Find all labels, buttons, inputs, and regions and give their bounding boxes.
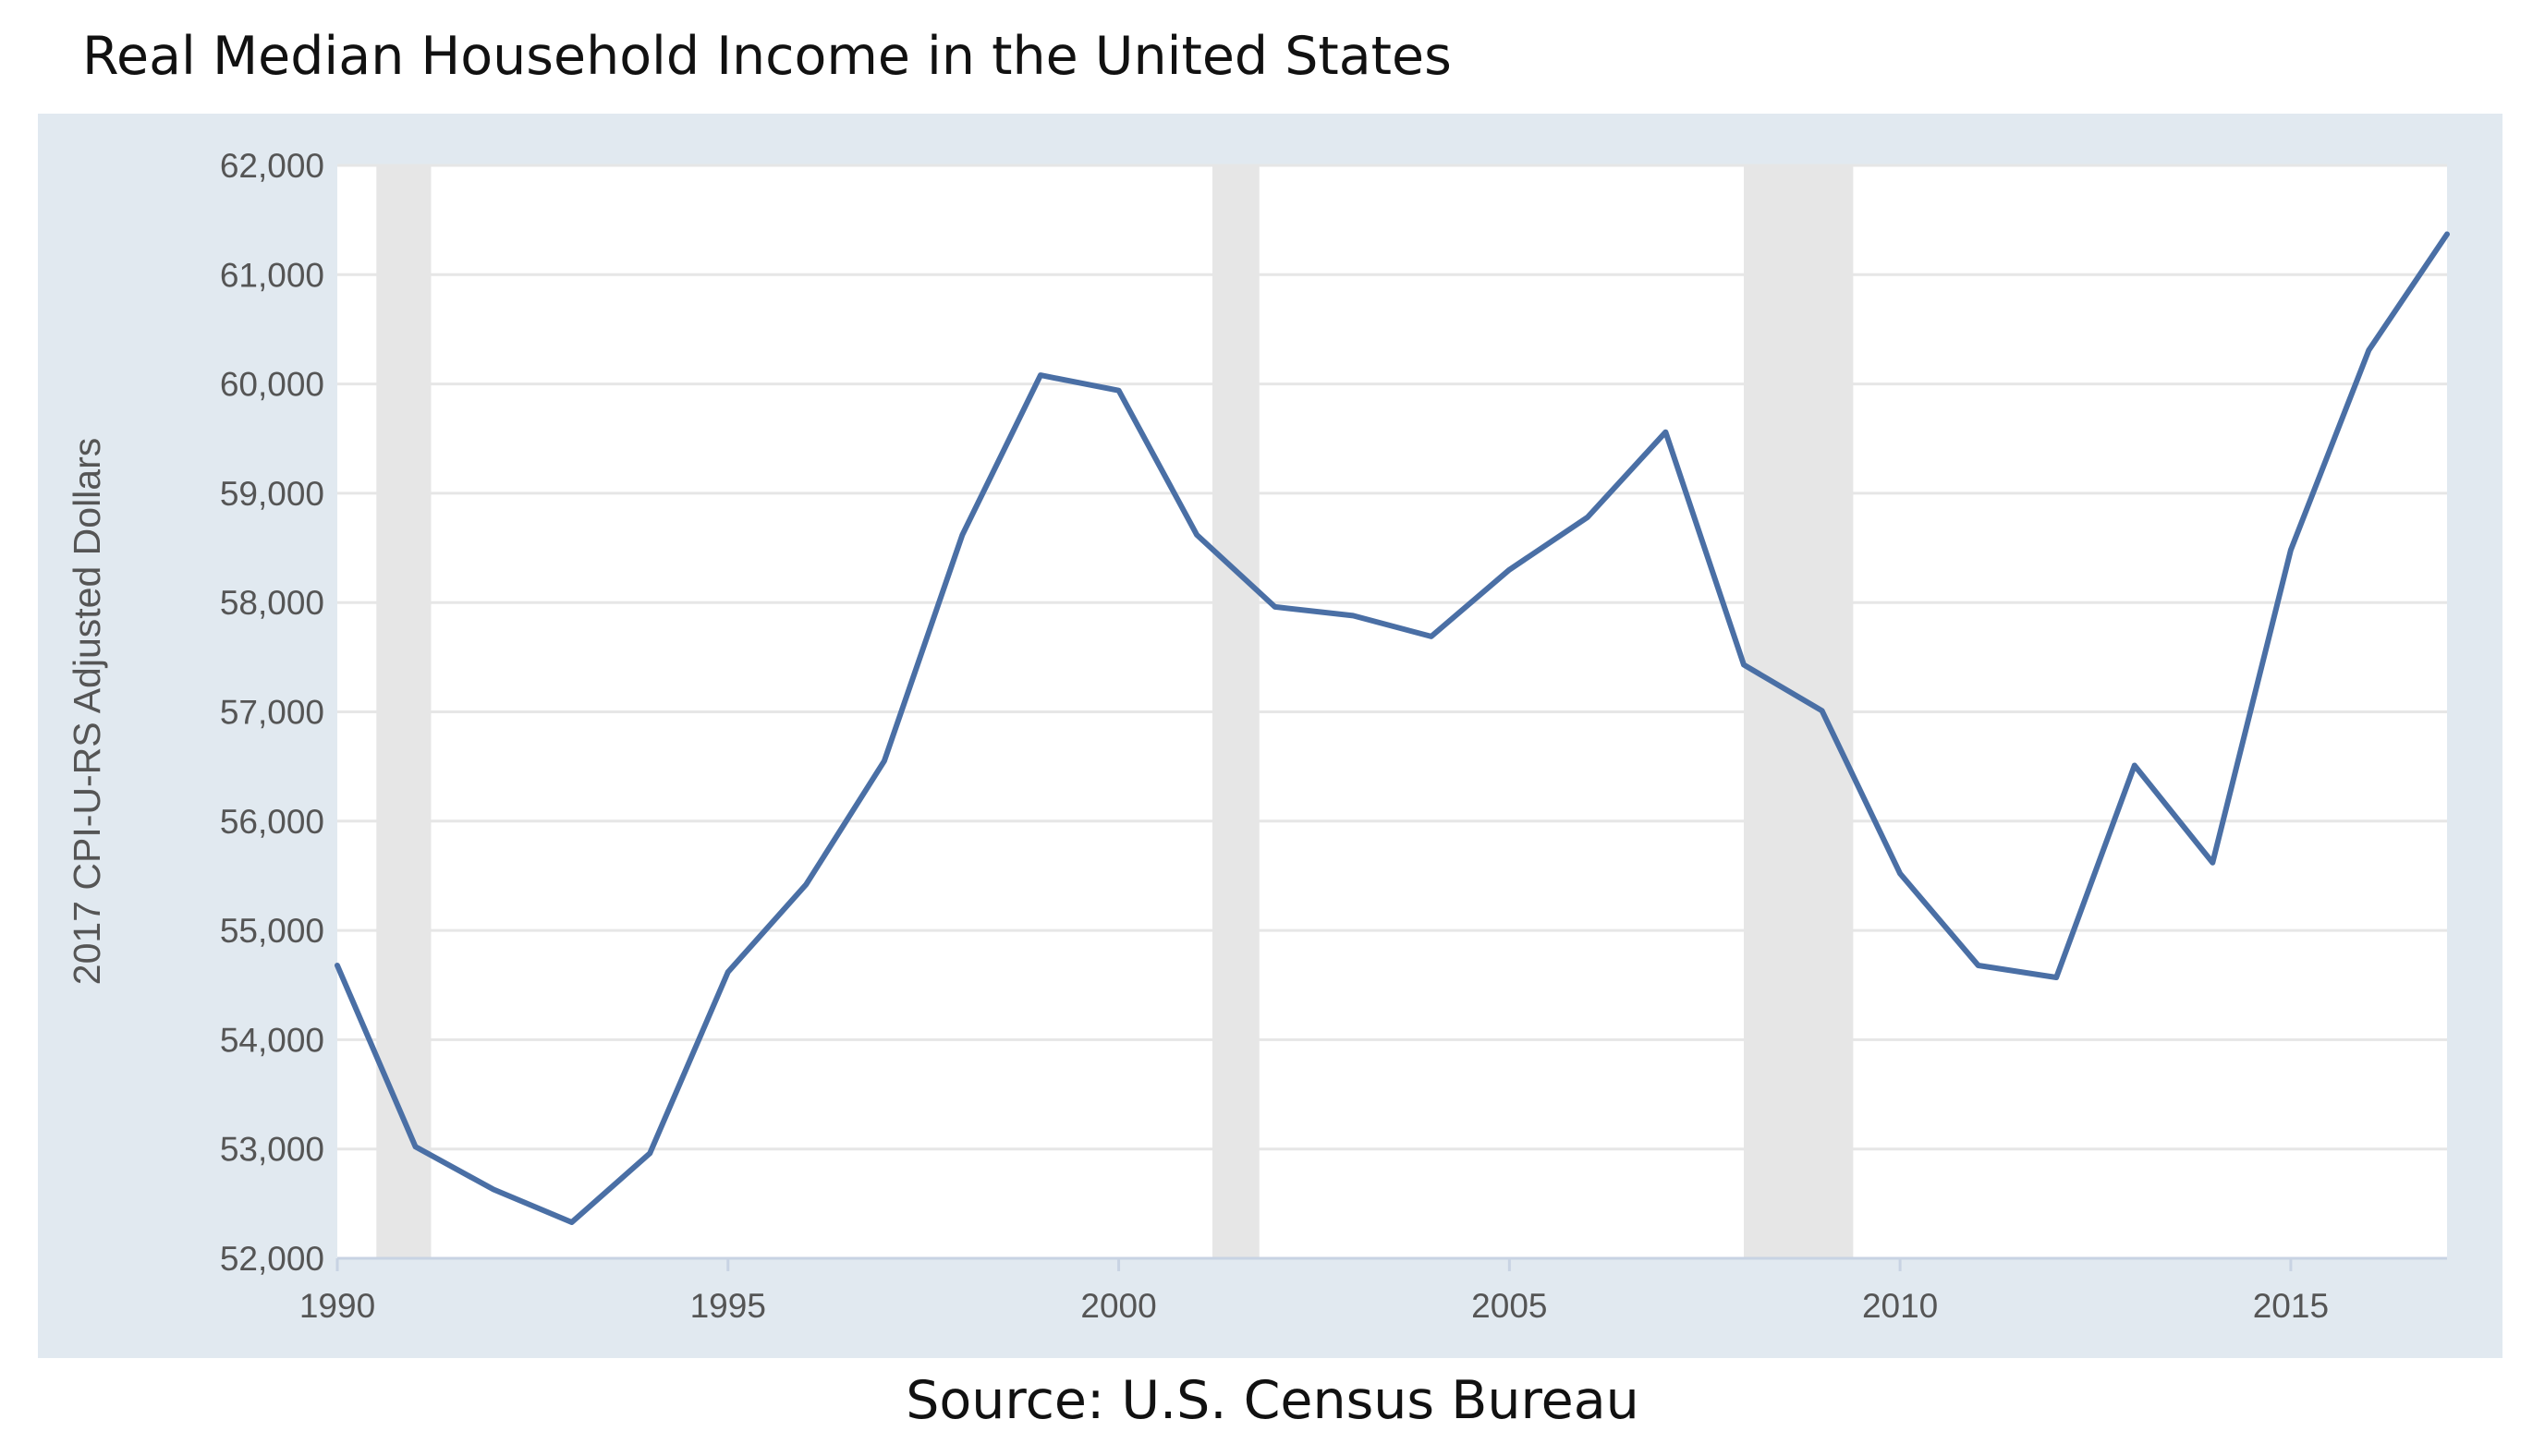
data-point [1664, 431, 1666, 433]
x-tick-label: 2000 [1080, 1287, 1156, 1325]
gridlines [337, 164, 2447, 1151]
data-point [1508, 569, 1510, 571]
chart-panel: 52,000 53,000 54,000 55,000 56,000 57,000 58,0… [38, 114, 2502, 1358]
x-tick-label: 2015 [2253, 1287, 2329, 1325]
data-point [571, 1221, 573, 1223]
x-tick-label: 1990 [299, 1287, 375, 1325]
data-point [1899, 873, 1901, 875]
line-chart: 52,000 53,000 54,000 55,000 56,000 57,000 58,0… [66, 147, 2450, 1325]
data-point [1040, 374, 1041, 376]
data-point [1821, 710, 1823, 711]
series-layer [335, 231, 2450, 1225]
y-tick-label: 53,000 [220, 1131, 324, 1169]
source-note: Source: U.S. Census Bureau [906, 1370, 1639, 1431]
y-tick-label: 60,000 [220, 366, 324, 404]
y-tick-label: 58,000 [220, 584, 324, 622]
data-point [1274, 606, 1276, 608]
data-point [1431, 636, 1432, 637]
x-axis-ticks: 1990 1995 2000 2005 2010 2015 [299, 1258, 2329, 1325]
page-title: Real Median Household Income in the Unit… [82, 26, 1452, 87]
y-tick-label: 52,000 [220, 1240, 324, 1278]
x-tick-label: 1995 [690, 1287, 766, 1325]
data-point [2368, 349, 2369, 351]
y-axis-title: 2017 CPI-U-RS Adjusted Dollars [66, 438, 108, 985]
y-tick-label: 62,000 [220, 147, 324, 185]
data-point [2134, 764, 2136, 766]
y-tick-label: 61,000 [220, 256, 324, 294]
y-tick-label: 57,000 [220, 694, 324, 732]
data-point [1743, 664, 1745, 666]
data-point [415, 1146, 417, 1147]
data-point [493, 1188, 494, 1190]
data-point [1196, 534, 1198, 536]
data-point [1118, 390, 1120, 392]
data-point [2211, 862, 2213, 864]
data-point [961, 534, 963, 536]
data-point [2446, 234, 2448, 236]
x-tick-label: 2005 [1471, 1287, 1547, 1325]
data-point [336, 965, 338, 966]
y-axis-ticks: 52,000 53,000 54,000 55,000 56,000 57,000 58,0… [220, 147, 324, 1278]
data-point [805, 883, 807, 885]
data-point [727, 971, 729, 973]
data-point [1978, 965, 1979, 966]
data-point [649, 1152, 651, 1154]
data-point [883, 760, 885, 762]
y-tick-label: 54,000 [220, 1021, 324, 1059]
data-point [1587, 516, 1589, 518]
data-point [1352, 614, 1354, 616]
y-tick-label: 59,000 [220, 475, 324, 513]
series-line [335, 231, 2450, 1225]
y-tick-label: 55,000 [220, 912, 324, 950]
x-tick-label: 2010 [1862, 1287, 1938, 1325]
data-point [2290, 549, 2292, 551]
y-tick-label: 56,000 [220, 803, 324, 841]
data-point [2055, 977, 2057, 978]
